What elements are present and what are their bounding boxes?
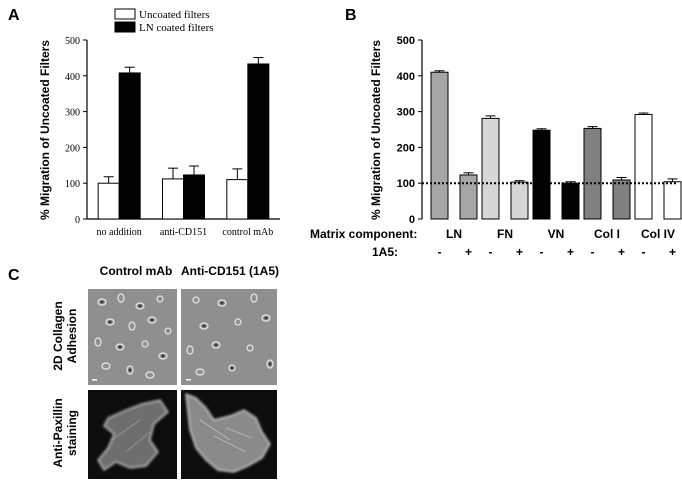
bar xyxy=(612,179,631,220)
treatment-label: + xyxy=(669,245,676,259)
y-tick-label: 200 xyxy=(397,142,415,154)
bar xyxy=(183,174,205,220)
y-tick-label: 300 xyxy=(397,107,415,119)
x-tick-label: control mAb xyxy=(222,227,273,238)
y-tick-label: 0 xyxy=(409,214,415,226)
group-label: Col IV xyxy=(641,227,675,241)
bar xyxy=(162,178,184,220)
chart-b-ylabel: % Migration of Uncoated Filters xyxy=(369,40,383,220)
bar xyxy=(663,181,682,220)
chart-b-row-labels: Matrix component: 1A5: xyxy=(310,227,417,259)
treatment-label: + xyxy=(618,245,625,259)
x-tick-label: anti-CD151 xyxy=(160,227,207,238)
y-tick-label: 500 xyxy=(65,36,80,47)
y-tick-label: 400 xyxy=(65,72,80,83)
treatment-label: + xyxy=(567,245,574,259)
bar xyxy=(532,129,551,220)
bar xyxy=(561,182,580,220)
y-tick-label: 500 xyxy=(397,35,415,47)
micrograph-panel: Control mAb Anti-CD151 (1A5) 2D Collagen… xyxy=(51,264,279,479)
group-label: Col I xyxy=(594,227,620,241)
chart-b: % Migration of Uncoated Filters 0 100 200 3… xyxy=(310,35,682,259)
row-label-adhesion-line2: Adhesion xyxy=(65,309,79,364)
row-label-paxillin-line1: Anti-Paxillin xyxy=(51,398,65,467)
treatment-label: + xyxy=(516,245,523,259)
micrograph-paxillin-anti-cd151 xyxy=(181,390,277,479)
column-label-control: Control mAb xyxy=(100,264,173,278)
group-label: VN xyxy=(548,227,565,241)
treatment-label: - xyxy=(591,245,595,259)
bar xyxy=(634,113,653,220)
group-label: FN xyxy=(497,227,513,241)
bar xyxy=(247,63,270,220)
treatment-label: + xyxy=(465,245,472,259)
y-tick-label: 400 xyxy=(397,71,415,83)
y-tick-label: 200 xyxy=(65,143,80,154)
bar xyxy=(118,72,141,220)
antibody-row-label: 1A5: xyxy=(372,245,398,259)
bar xyxy=(430,71,449,220)
bar xyxy=(481,117,500,220)
x-tick-label: no addition xyxy=(97,227,142,238)
y-tick-label: 300 xyxy=(65,108,80,119)
treatment-label: - xyxy=(489,245,493,259)
row-label-adhesion-line1: 2D Collagen xyxy=(51,301,65,370)
micrograph-paxillin-control xyxy=(88,390,177,479)
treatment-label: - xyxy=(540,245,544,259)
chart-a: % Migration of Uncoated Filters 0 100 200 3… xyxy=(38,8,280,238)
legend-swatch xyxy=(114,8,136,20)
treatment-label: - xyxy=(438,245,442,259)
bar xyxy=(459,174,478,220)
matrix-component-label: Matrix component: xyxy=(310,227,417,241)
y-tick-label: 0 xyxy=(75,215,80,226)
legend-label: LN coated filters xyxy=(139,22,214,34)
treatment-label: - xyxy=(642,245,646,259)
chart-b-bars xyxy=(422,70,682,220)
panel-label-a: A xyxy=(8,7,20,24)
chart-a-bars xyxy=(97,57,270,220)
chart-a-ylabel: % Migration of Uncoated Filters xyxy=(38,40,52,220)
column-label-anti-cd151: Anti-CD151 (1A5) xyxy=(181,264,279,278)
micrograph-adhesion-control xyxy=(88,289,177,385)
row-label-paxillin-line2: staining xyxy=(65,410,79,456)
y-tick-label: 100 xyxy=(65,179,80,190)
panel-label-b: B xyxy=(345,7,357,24)
bar xyxy=(97,182,120,220)
y-tick-label: 100 xyxy=(397,178,415,190)
group-label: LN xyxy=(446,227,462,241)
legend-swatch xyxy=(114,21,136,33)
bar xyxy=(583,127,602,220)
micrograph-adhesion-anti-cd151 xyxy=(181,289,277,385)
bar xyxy=(226,179,249,220)
legend-label: Uncoated filters xyxy=(139,9,210,21)
bar xyxy=(510,181,529,220)
panel-label-c: C xyxy=(8,267,20,284)
